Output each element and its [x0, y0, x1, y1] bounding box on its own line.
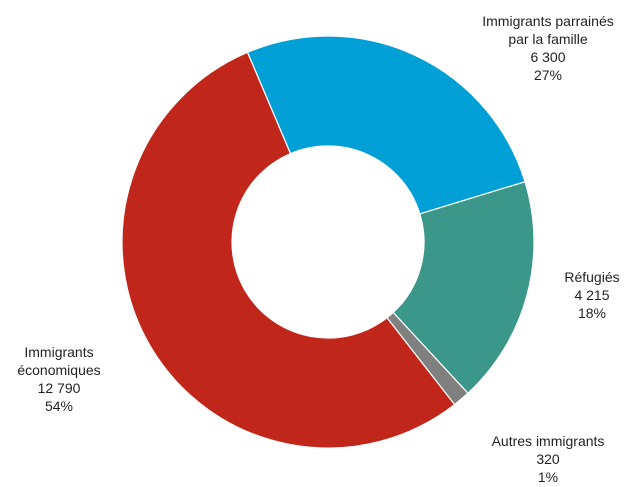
label-economic-percent: 54% — [44, 398, 74, 414]
label-refugees: Réfugiés 4 215 18% — [552, 268, 632, 322]
label-economic: Immigrants économiques 12 790 54% — [4, 343, 114, 415]
label-family-value: 6 300 — [530, 49, 566, 65]
label-family: Immigrants parrainés par la famille 6 30… — [478, 12, 618, 84]
label-economic-name: Immigrants économiques — [17, 344, 101, 378]
label-refugees-name: Réfugiés — [564, 269, 620, 285]
label-refugees-value: 4 215 — [574, 287, 610, 303]
label-economic-value: 12 790 — [37, 380, 81, 396]
slice-economic — [121, 51, 456, 449]
label-others-value: 320 — [536, 451, 560, 467]
label-family-percent: 27% — [533, 67, 563, 83]
label-refugees-percent: 18% — [577, 305, 607, 321]
label-others: Autres immigrants 320 1% — [468, 432, 628, 486]
slice-refugees — [392, 181, 535, 395]
slice-family — [246, 35, 526, 215]
label-others-percent: 1% — [537, 469, 559, 485]
label-family-name: Immigrants parrainés par la famille — [482, 13, 614, 47]
label-others-name: Autres immigrants — [491, 433, 605, 449]
